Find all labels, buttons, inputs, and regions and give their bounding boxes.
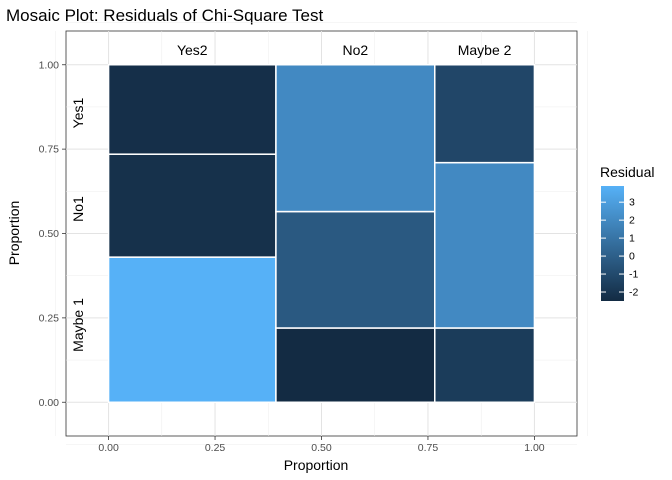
legend-tick-label: 0 (629, 251, 635, 263)
y-tick-label: 0.75 (39, 144, 60, 156)
mosaic-cell (275, 64, 436, 213)
x-tick-label: 0.25 (205, 442, 226, 454)
x-tick-label: 0.50 (311, 442, 332, 454)
mosaic-cell (275, 210, 436, 329)
legend-tick-label: 3 (629, 197, 635, 209)
legend-ticks: 3 2 1 0 -1 -2 (601, 197, 638, 299)
x-axis-title: Proportion (284, 457, 349, 473)
y-axis: 0.00 0.25 0.50 0.75 1.00 (39, 59, 66, 409)
y-axis-title: Proportion (6, 201, 22, 266)
row-label: Maybe 1 (70, 298, 86, 352)
chart-title: Mosaic Plot: Residuals of Chi-Square Tes… (6, 6, 323, 25)
mosaic-cells (107, 64, 536, 403)
column-labels: Yes2 No2 Maybe 2 (177, 42, 512, 58)
mosaic-cell (107, 256, 277, 403)
row-label: No1 (70, 196, 86, 222)
legend-tick-label: 1 (629, 233, 635, 245)
mosaic-cell (275, 327, 436, 403)
column-label: Maybe 2 (458, 42, 512, 58)
row-label: Yes1 (70, 97, 86, 128)
legend-tick-label: 2 (629, 215, 635, 227)
y-tick-label: 1.00 (39, 59, 60, 71)
legend-title: Residual (600, 164, 654, 180)
legend-tick-label: -1 (629, 269, 638, 281)
legend: Residual 3 2 1 0 -1 -2 (600, 164, 654, 301)
x-axis: 0.00 0.25 0.50 0.75 1.00 (98, 436, 545, 454)
x-tick-label: 1.00 (524, 442, 545, 454)
x-tick-label: 0.00 (98, 442, 119, 454)
mosaic-cell (434, 161, 536, 329)
y-tick-label: 0.00 (39, 397, 60, 409)
y-tick-label: 0.50 (39, 228, 60, 240)
row-labels: Yes1 No1 Maybe 1 (70, 97, 86, 351)
column-label: No2 (343, 42, 369, 58)
mosaic-cell (434, 327, 536, 403)
mosaic-cell (107, 153, 277, 258)
column-label: Yes2 (177, 42, 208, 58)
y-tick-label: 0.25 (39, 312, 60, 324)
mosaic-cell (434, 64, 536, 164)
legend-tick-label: -2 (629, 287, 638, 299)
legend-colorbar (601, 186, 624, 301)
x-tick-label: 0.75 (418, 442, 439, 454)
mosaic-cell (107, 64, 277, 155)
